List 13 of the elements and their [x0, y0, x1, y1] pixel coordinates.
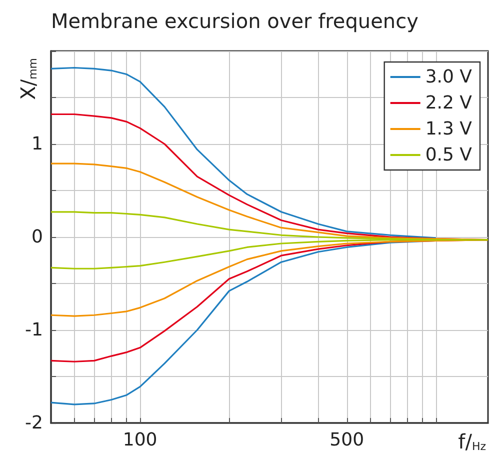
legend-label: 1.3 V [425, 118, 473, 140]
y-tick-label: 1 [32, 134, 43, 154]
x-tick-label: 100 [122, 430, 158, 450]
legend-label: 2.2 V [425, 92, 473, 114]
chart-title: Membrane excursion over frequency [51, 9, 419, 33]
legend-label: 3.0 V [425, 66, 473, 88]
y-tick-label: 0 [32, 226, 43, 248]
legend-label: 0.5 V [425, 144, 473, 166]
x-axis-title: f/Hz [458, 430, 486, 454]
x-tick-label: 500 [330, 430, 364, 450]
y-tick-label: -1 [25, 320, 43, 340]
y-axis-title: X/mm [16, 58, 40, 100]
y-tick-label: -2 [25, 412, 43, 434]
